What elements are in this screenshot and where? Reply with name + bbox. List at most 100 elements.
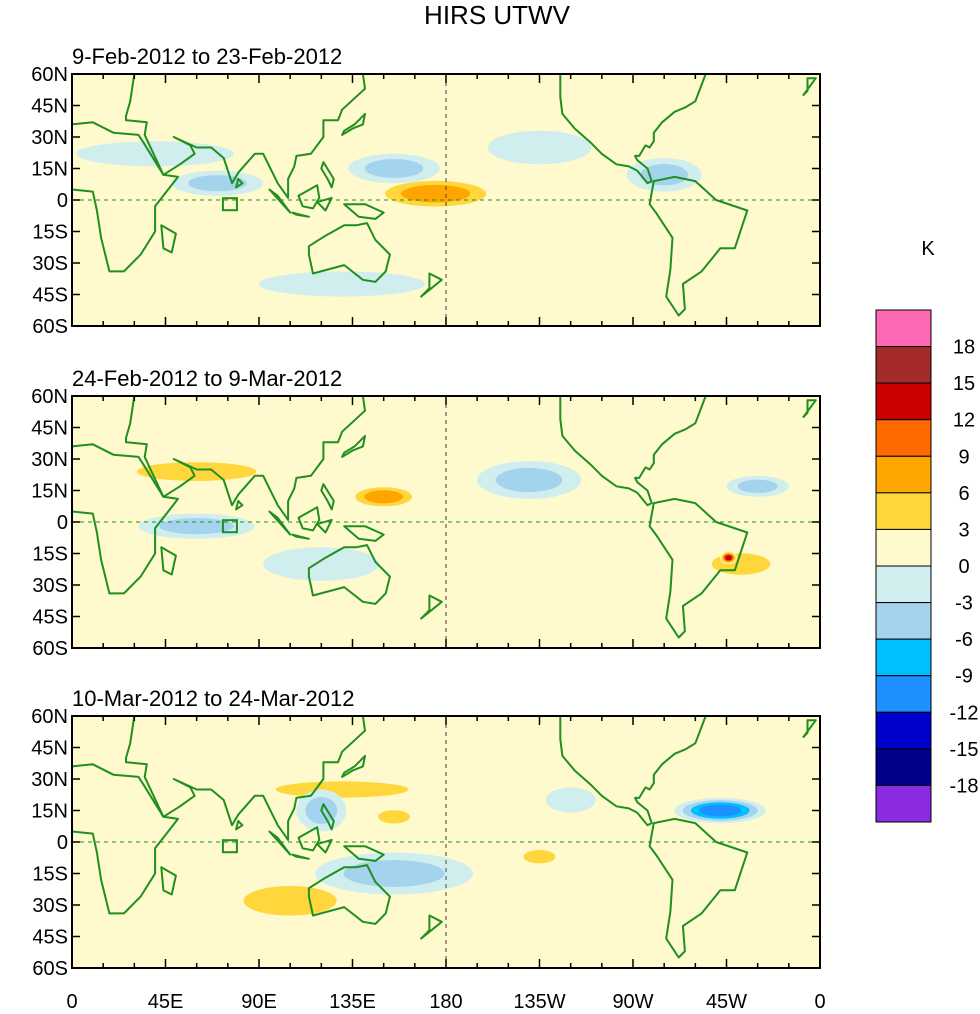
contour-level bbox=[401, 184, 471, 203]
coastline bbox=[559, 74, 707, 185]
lat-label: 30N bbox=[31, 127, 68, 149]
lat-label: 15S bbox=[32, 222, 68, 244]
coastline bbox=[125, 396, 366, 521]
lon-label: 45W bbox=[706, 991, 747, 1013]
coastline bbox=[307, 544, 391, 605]
colorbar-tick-label: 3 bbox=[958, 519, 969, 541]
colorbar-tick-label: 18 bbox=[953, 337, 975, 359]
panel-subtitle: 9-Feb-2012 to 23-Feb-2012 bbox=[72, 44, 342, 69]
colorbar-tick-label: -12 bbox=[950, 702, 979, 724]
coastline bbox=[316, 196, 333, 212]
island-box bbox=[221, 519, 238, 534]
coastline bbox=[802, 719, 817, 738]
coastline bbox=[341, 434, 366, 458]
lat-label: 45S bbox=[32, 927, 68, 949]
contour-level bbox=[364, 159, 424, 178]
coastline bbox=[160, 224, 177, 254]
coastline bbox=[341, 112, 366, 136]
colorbar-swatch bbox=[875, 675, 932, 713]
lat-label: 30N bbox=[31, 769, 68, 791]
anomaly-feature bbox=[238, 776, 446, 803]
lat-label: 45N bbox=[31, 418, 68, 440]
colorbar: 18 15 12 9 6 3 0 -3 -6 -9 -12 -15 -18 bbox=[875, 309, 979, 823]
lon-label: 45E bbox=[148, 991, 184, 1013]
lat-label: 60S bbox=[32, 958, 68, 980]
anomaly-feature bbox=[477, 461, 582, 499]
coastlines bbox=[72, 396, 817, 639]
lat-label: 45N bbox=[31, 96, 68, 118]
colorbar-swatch bbox=[875, 528, 932, 567]
lon-label: 135W bbox=[513, 991, 565, 1013]
colorbar-swatch bbox=[875, 419, 932, 457]
coastline bbox=[320, 483, 335, 511]
contour-level bbox=[325, 227, 401, 249]
coastline bbox=[343, 203, 385, 220]
coastline bbox=[648, 817, 749, 959]
lon-label: 135E bbox=[329, 991, 376, 1013]
coastline bbox=[343, 525, 385, 542]
colorbar-swatch bbox=[875, 638, 932, 677]
coastline bbox=[160, 546, 177, 576]
contour-level bbox=[523, 849, 556, 864]
panel-subtitle: 24-Feb-2012 to 9-Mar-2012 bbox=[72, 366, 342, 391]
coastline bbox=[648, 497, 749, 639]
anomaly-feature bbox=[346, 484, 422, 510]
anomaly-feature bbox=[539, 553, 623, 575]
coastline bbox=[320, 161, 335, 189]
lat-label: 15S bbox=[32, 864, 68, 886]
anomaly-feature bbox=[514, 846, 565, 868]
anomaly-feature bbox=[103, 572, 166, 590]
contour-level bbox=[737, 479, 778, 494]
coastline bbox=[307, 864, 391, 925]
anomaly-feature bbox=[626, 158, 702, 192]
anomaly-feature bbox=[348, 153, 440, 184]
anomaly-feature bbox=[545, 787, 596, 813]
lon-label: 0 bbox=[66, 991, 77, 1013]
contour-level bbox=[343, 860, 445, 887]
colorbar-swatch bbox=[875, 565, 932, 604]
contour-level bbox=[495, 467, 563, 493]
lon-label: 180 bbox=[429, 991, 462, 1013]
colorbar-tick-label: -9 bbox=[955, 666, 973, 688]
lat-label: 45S bbox=[32, 285, 68, 307]
colorbar-tick-label: 9 bbox=[958, 446, 969, 468]
lat-label: 30S bbox=[32, 895, 68, 917]
contour-level bbox=[378, 810, 411, 824]
lat-label: 15S bbox=[32, 544, 68, 566]
lat-label: 60S bbox=[32, 316, 68, 338]
contour-level bbox=[364, 490, 404, 504]
lat-label: 30S bbox=[32, 253, 68, 275]
lat-label: 0 bbox=[57, 832, 68, 854]
contour-level bbox=[263, 547, 380, 581]
anomaly-feature bbox=[585, 147, 619, 169]
lat-label: 0 bbox=[57, 512, 68, 534]
figure-title: HIRS UTWV bbox=[424, 0, 571, 30]
anomaly-feature bbox=[369, 806, 419, 828]
colorbar-tick-label: 15 bbox=[953, 373, 975, 395]
coastline bbox=[316, 518, 333, 534]
coastline bbox=[125, 716, 366, 841]
coastline bbox=[341, 754, 366, 778]
island-box bbox=[221, 197, 238, 212]
colorbar-swatch bbox=[875, 784, 932, 823]
panel-subtitle: 10-Mar-2012 to 24-Mar-2012 bbox=[72, 686, 354, 711]
colorbar-swatch bbox=[875, 492, 932, 530]
coastline bbox=[291, 533, 310, 540]
anomaly-feature bbox=[487, 130, 592, 165]
contour-level bbox=[585, 147, 619, 169]
contour-level bbox=[725, 555, 733, 561]
lat-label: 15N bbox=[31, 801, 68, 823]
coastline bbox=[72, 121, 179, 273]
contour-level bbox=[539, 553, 623, 575]
contour-level bbox=[188, 175, 247, 192]
colorbar-swatch bbox=[875, 346, 932, 384]
coastline bbox=[343, 845, 385, 862]
lat-label: 60S bbox=[32, 638, 68, 660]
contour-level bbox=[243, 886, 337, 916]
coastline bbox=[802, 77, 817, 96]
coastline bbox=[316, 838, 333, 854]
coastline bbox=[559, 716, 707, 827]
colorbar-swatch bbox=[875, 748, 932, 786]
